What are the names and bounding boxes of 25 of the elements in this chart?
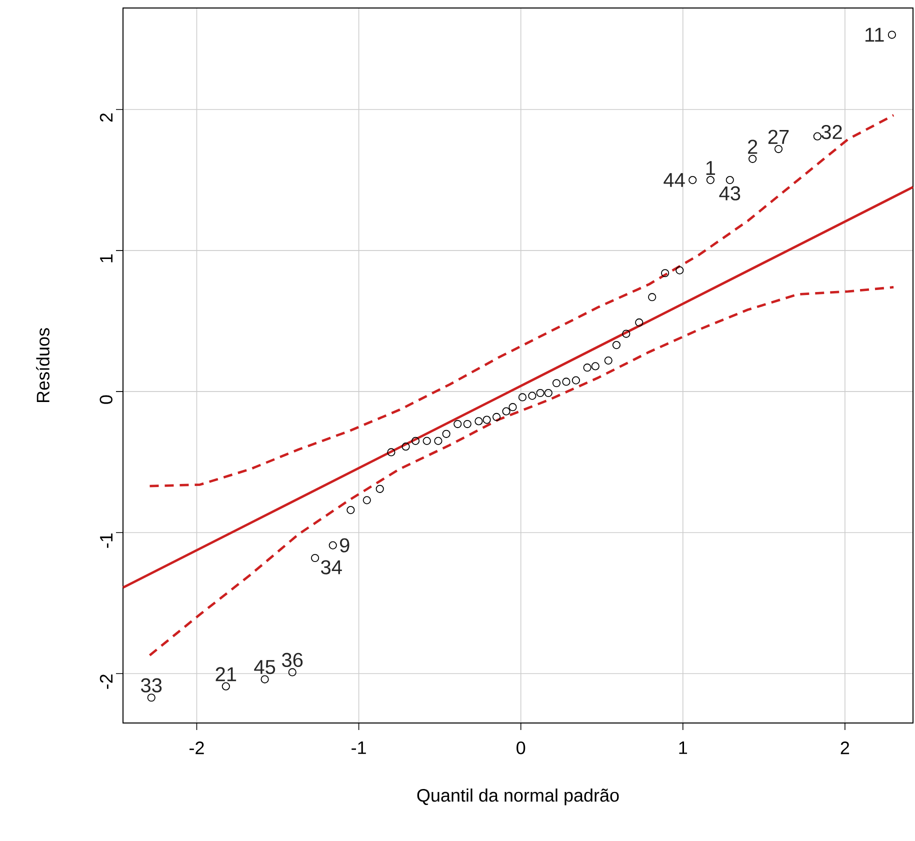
y-tick-label: 0 bbox=[100, 395, 112, 404]
annotation: 45 bbox=[254, 660, 276, 674]
x-tick-label: -2 bbox=[190, 742, 204, 754]
y-tick-label: -2 bbox=[100, 674, 112, 689]
y-tick-label: -1 bbox=[100, 533, 112, 548]
annotation: 32 bbox=[821, 124, 842, 140]
y-tick-label: 1 bbox=[100, 254, 112, 262]
annotation: 33 bbox=[141, 678, 162, 692]
annotation: 27 bbox=[768, 130, 789, 144]
x-axis-title: Quantil da normal padrão bbox=[417, 788, 619, 806]
annotation: 9 bbox=[340, 538, 350, 552]
x-tick-label: 2 bbox=[840, 742, 850, 754]
annotation: 44 bbox=[664, 173, 685, 187]
annotation: 43 bbox=[719, 186, 740, 200]
x-tick-label: 1 bbox=[679, 742, 688, 754]
x-tick-label: -1 bbox=[352, 742, 366, 754]
y-tick-label: 2 bbox=[100, 113, 112, 122]
annotation: 2 bbox=[748, 140, 758, 154]
x-tick-label: 0 bbox=[516, 742, 526, 754]
y-axis-title: Resíduos bbox=[36, 328, 50, 402]
annotation: 11 bbox=[866, 28, 884, 42]
annotation: 34 bbox=[321, 560, 342, 574]
annotation: 1 bbox=[706, 161, 716, 175]
annotation: 36 bbox=[282, 652, 303, 668]
annotation: 21 bbox=[216, 667, 236, 682]
